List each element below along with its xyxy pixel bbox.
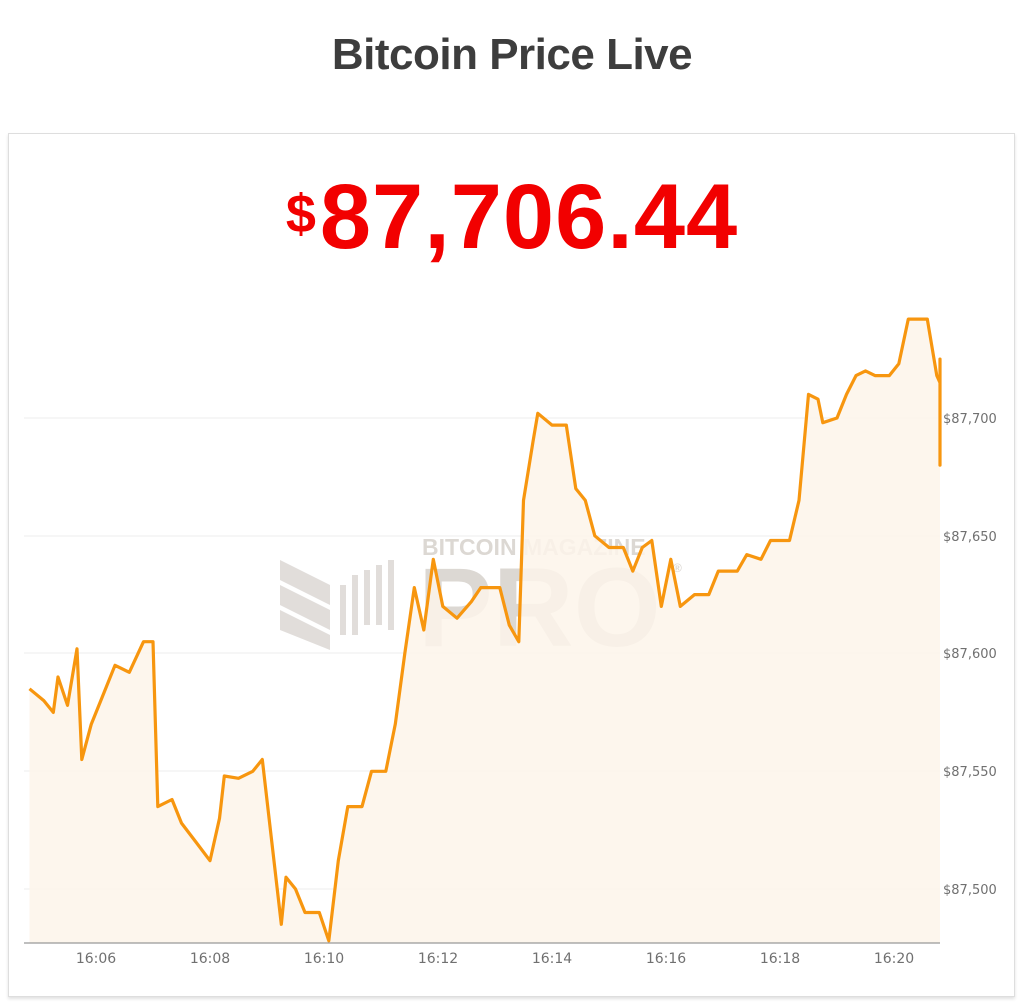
x-tick-label: 16:12 <box>418 951 458 967</box>
live-price: $87,706.44 <box>0 165 1024 270</box>
y-tick-label: $87,650 <box>943 530 997 545</box>
y-tick-label: $87,600 <box>943 647 997 662</box>
y-tick-label: $87,700 <box>943 412 997 427</box>
watermark-bars-icon <box>280 560 394 650</box>
y-tick-label: $87,550 <box>943 765 997 780</box>
price-currency-symbol: $ <box>285 184 316 244</box>
x-tick-label: 16:14 <box>532 951 572 967</box>
x-tick-label: 16:20 <box>874 951 914 967</box>
price-area-fill <box>29 319 940 944</box>
x-tick-label: 16:08 <box>190 951 230 967</box>
watermark-registered: ® <box>673 561 682 575</box>
x-axis-labels: 16:06 16:08 16:10 16:12 16:14 16:16 16:1… <box>76 951 914 967</box>
y-axis-labels: $87,700 $87,650 $87,600 $87,550 $87,500 <box>943 412 997 898</box>
x-tick-label: 16:18 <box>760 951 800 967</box>
x-tick-label: 16:06 <box>76 951 116 967</box>
price-line[interactable] <box>28 317 942 943</box>
page-title: Bitcoin Price Live <box>331 30 693 79</box>
price-value: 87,706.44 <box>319 166 739 268</box>
x-tick-label: 16:10 <box>304 951 344 967</box>
x-tick-label: 16:16 <box>646 951 686 967</box>
y-tick-label: $87,500 <box>943 883 997 898</box>
